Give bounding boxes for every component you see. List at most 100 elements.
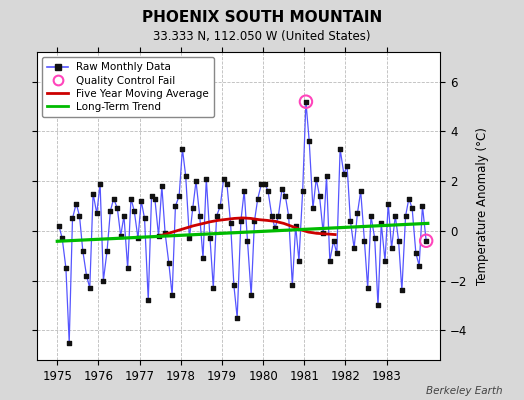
Point (144, 297, 152, 304)
Point (150, 195, 159, 202)
Point (305, 138, 313, 145)
Point (315, 193, 324, 199)
Point (226, 220, 235, 226)
Point (155, 233, 163, 239)
Point (264, 188, 272, 194)
Point (89, 190, 97, 197)
Point (240, 188, 248, 194)
Point (106, 208, 115, 214)
Point (333, 250, 341, 256)
Point (350, 245, 358, 252)
Point (140, 215, 149, 222)
Point (422, 238, 430, 244)
Point (116, 233, 125, 239)
Point (216, 203, 224, 209)
Point (353, 210, 362, 217)
Point (408, 205, 417, 212)
Point (299, 188, 307, 194)
Point (147, 193, 156, 199)
Point (175, 193, 183, 199)
Point (82, 272, 91, 279)
Point (199, 255, 207, 261)
Point (202, 176, 211, 182)
Point (62, 265, 70, 271)
Point (178, 146, 187, 152)
Text: Berkeley Earth: Berkeley Earth (427, 386, 503, 396)
Point (367, 213, 375, 219)
Point (79, 248, 87, 254)
Point (120, 213, 128, 219)
Point (370, 235, 379, 242)
Point (243, 238, 252, 244)
Point (168, 292, 176, 299)
Point (68, 215, 77, 222)
Point (65, 340, 73, 346)
Point (209, 285, 217, 291)
Point (127, 195, 135, 202)
Point (250, 218, 259, 224)
Point (395, 238, 403, 244)
Point (377, 220, 386, 226)
Y-axis label: Temperature Anomaly (°C): Temperature Anomaly (°C) (476, 127, 488, 285)
Text: 33.333 N, 112.050 W (United States): 33.333 N, 112.050 W (United States) (153, 30, 371, 43)
Point (381, 258, 389, 264)
Point (343, 163, 351, 170)
Point (195, 213, 204, 219)
Point (288, 282, 297, 289)
Point (113, 205, 122, 212)
Point (285, 213, 293, 219)
Point (418, 203, 427, 209)
Point (223, 180, 231, 187)
Point (75, 213, 84, 219)
Point (412, 250, 420, 256)
Point (158, 183, 166, 189)
Point (230, 282, 238, 289)
Point (85, 285, 94, 291)
Point (212, 213, 221, 219)
Point (189, 205, 197, 212)
Point (322, 173, 331, 179)
Text: PHOENIX SOUTH MOUNTAIN: PHOENIX SOUTH MOUNTAIN (142, 10, 382, 25)
Point (340, 170, 348, 177)
Point (130, 208, 138, 214)
Point (398, 287, 406, 294)
Point (103, 248, 111, 254)
Point (360, 238, 368, 244)
Point (165, 260, 173, 266)
Point (257, 180, 266, 187)
Point (274, 213, 282, 219)
Point (422, 238, 430, 244)
Point (291, 223, 300, 229)
Point (278, 186, 286, 192)
Point (336, 146, 344, 152)
Point (181, 173, 190, 179)
Point (391, 213, 399, 219)
Legend: Raw Monthly Data, Quality Control Fail, Five Year Moving Average, Long-Term Tren: Raw Monthly Data, Quality Control Fail, … (42, 57, 214, 117)
Point (247, 292, 255, 299)
Point (99, 277, 107, 284)
Point (281, 193, 290, 199)
Point (260, 180, 269, 187)
Point (325, 258, 334, 264)
Point (192, 178, 200, 184)
Point (254, 195, 262, 202)
Point (110, 195, 118, 202)
Point (405, 195, 413, 202)
Point (233, 314, 242, 321)
Point (93, 210, 101, 217)
Point (312, 176, 320, 182)
Point (271, 225, 279, 232)
Point (384, 200, 392, 207)
Point (302, 98, 310, 105)
Point (294, 258, 303, 264)
Point (364, 285, 372, 291)
Point (134, 235, 142, 242)
Point (329, 238, 337, 244)
Point (356, 188, 365, 194)
Point (309, 205, 317, 212)
Point (124, 265, 132, 271)
Point (302, 98, 310, 105)
Point (346, 218, 355, 224)
Point (387, 245, 396, 252)
Point (415, 262, 423, 269)
